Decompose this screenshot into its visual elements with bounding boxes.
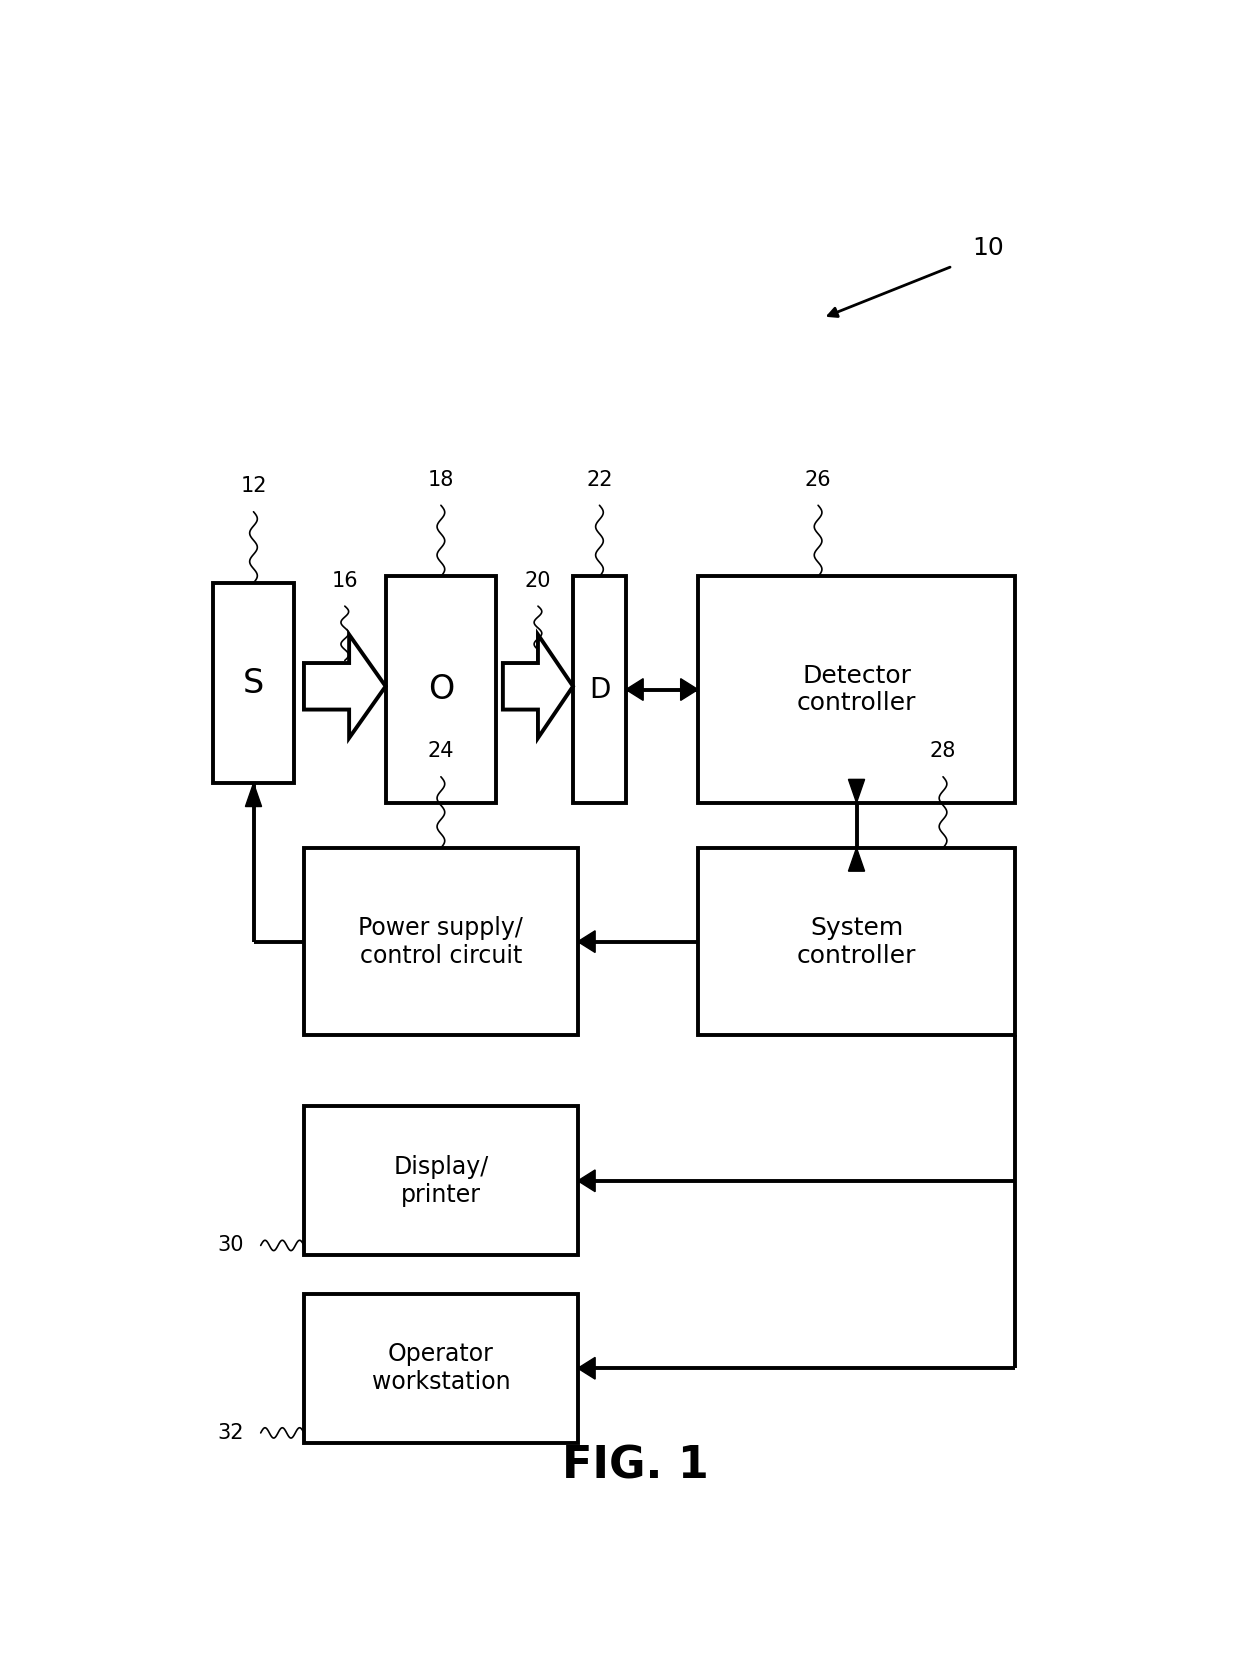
Text: S: S: [243, 667, 264, 700]
Text: FIG. 1: FIG. 1: [562, 1446, 709, 1488]
Bar: [573, 576, 626, 803]
Text: 32: 32: [217, 1422, 243, 1442]
Text: O: O: [428, 673, 454, 707]
Polygon shape: [681, 678, 698, 700]
Text: 30: 30: [217, 1236, 243, 1256]
Bar: [386, 576, 496, 803]
Polygon shape: [578, 1357, 595, 1378]
Bar: [304, 1106, 578, 1256]
Polygon shape: [626, 678, 644, 700]
Text: 16: 16: [331, 571, 358, 591]
Text: System
controller: System controller: [797, 915, 916, 967]
Bar: [698, 576, 1016, 803]
Text: 24: 24: [428, 740, 454, 761]
Text: 22: 22: [587, 470, 613, 490]
Polygon shape: [578, 930, 595, 952]
Text: Display/
printer: Display/ printer: [393, 1155, 489, 1207]
Text: 20: 20: [525, 571, 552, 591]
Text: Power supply/
control circuit: Power supply/ control circuit: [358, 915, 523, 967]
Polygon shape: [578, 1170, 595, 1192]
Polygon shape: [848, 779, 864, 803]
Bar: [213, 583, 294, 782]
Polygon shape: [304, 635, 386, 739]
Text: Detector
controller: Detector controller: [797, 663, 916, 715]
Text: Operator
workstation: Operator workstation: [372, 1342, 510, 1394]
Bar: [304, 848, 578, 1036]
Polygon shape: [848, 848, 864, 871]
Bar: [698, 848, 1016, 1036]
Text: 10: 10: [972, 235, 1003, 260]
Text: 12: 12: [241, 477, 267, 497]
Polygon shape: [503, 635, 573, 739]
Polygon shape: [246, 782, 262, 806]
Bar: [304, 1295, 578, 1442]
Text: D: D: [589, 675, 610, 704]
Text: 26: 26: [805, 470, 831, 490]
Text: 18: 18: [428, 470, 454, 490]
Text: 28: 28: [930, 740, 956, 761]
